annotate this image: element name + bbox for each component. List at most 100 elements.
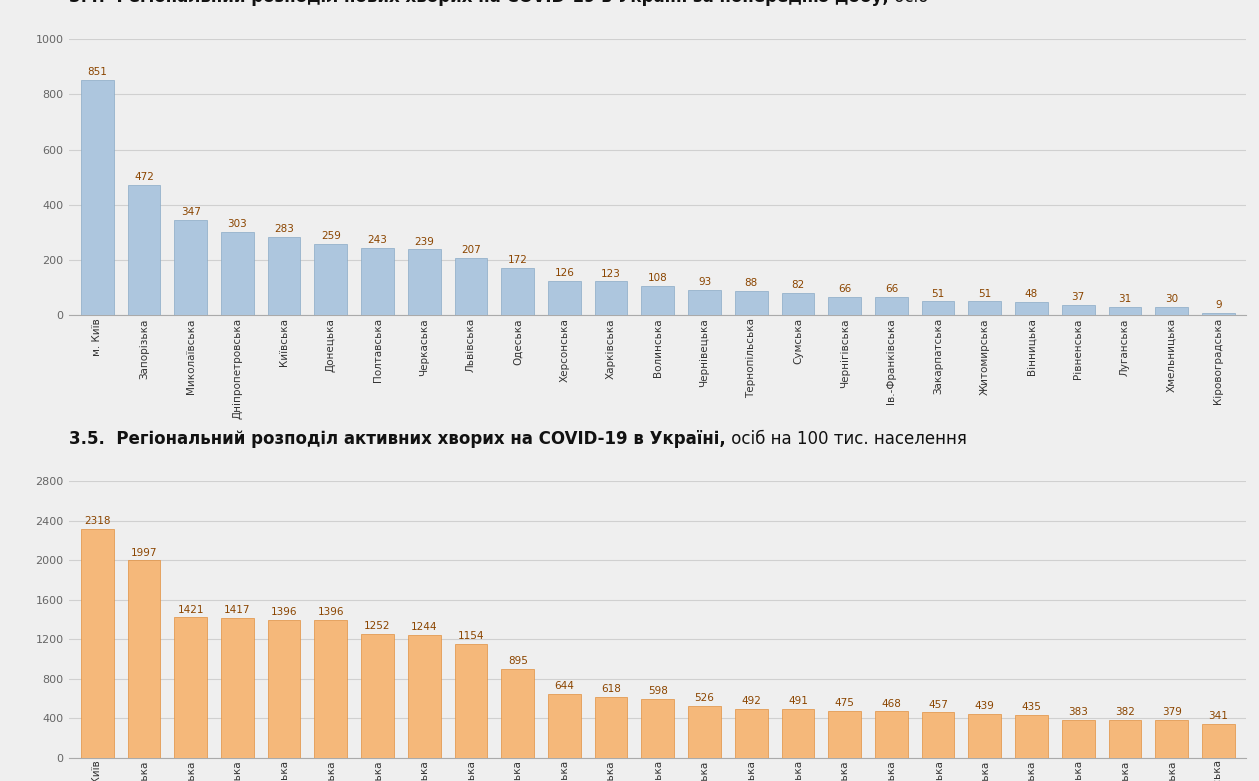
Text: 1421: 1421 (178, 604, 204, 615)
Text: 66: 66 (838, 284, 851, 294)
Bar (689, 706, 721, 758)
Text: 37: 37 (1071, 292, 1085, 302)
Text: 341: 341 (1209, 711, 1229, 721)
Text: 259: 259 (321, 231, 341, 241)
Bar (81, 529, 113, 758)
Text: 123: 123 (602, 269, 621, 279)
Text: 1417: 1417 (224, 605, 251, 615)
Bar (268, 620, 301, 758)
Text: 851: 851 (87, 67, 107, 77)
Text: 126: 126 (554, 268, 574, 278)
Bar (361, 248, 394, 316)
Bar (127, 561, 160, 758)
Text: осіб на 100 тис. населення: осіб на 100 тис. населення (726, 430, 967, 448)
Bar (689, 290, 721, 316)
Bar (782, 293, 815, 316)
Bar (828, 711, 861, 758)
Text: 1396: 1396 (271, 607, 297, 617)
Text: 1252: 1252 (364, 621, 390, 631)
Text: 347: 347 (181, 207, 200, 217)
Bar (361, 634, 394, 758)
Bar (1202, 724, 1235, 758)
Text: 3.4.  Регіональний розподіл нових хворих на COVID-19 в Україні за попередню добу: 3.4. Регіональний розподіл нових хворих … (69, 0, 889, 6)
Text: 93: 93 (697, 277, 711, 287)
Bar (594, 697, 627, 758)
Text: 472: 472 (133, 172, 154, 182)
Bar (1015, 715, 1047, 758)
Bar (968, 715, 1001, 758)
Bar (735, 291, 768, 316)
Text: 618: 618 (602, 684, 621, 694)
Bar (408, 635, 441, 758)
Text: 108: 108 (648, 273, 667, 283)
Bar (454, 259, 487, 316)
Text: 243: 243 (368, 236, 388, 245)
Bar (735, 709, 768, 758)
Bar (454, 644, 487, 758)
Text: 526: 526 (695, 693, 714, 703)
Bar (315, 244, 347, 316)
Text: 492: 492 (742, 696, 762, 706)
Bar (501, 268, 534, 316)
Text: 383: 383 (1069, 707, 1088, 717)
Text: 9: 9 (1215, 300, 1221, 310)
Text: 1154: 1154 (458, 631, 485, 641)
Bar (1015, 302, 1047, 316)
Bar (968, 301, 1001, 316)
Text: 239: 239 (414, 237, 434, 247)
Text: 439: 439 (974, 701, 995, 711)
Bar (315, 620, 347, 758)
Text: 2318: 2318 (84, 516, 111, 526)
Bar (642, 698, 674, 758)
Text: 379: 379 (1162, 708, 1182, 718)
Text: 457: 457 (928, 700, 948, 710)
Text: 382: 382 (1115, 707, 1134, 717)
Bar (174, 219, 206, 316)
Bar (1061, 305, 1094, 316)
Bar (1156, 307, 1188, 316)
Text: 3.5.  Регіональний розподіл активних хворих на COVID-19 в Україні,: 3.5. Регіональний розподіл активних хвор… (69, 430, 726, 448)
Text: 283: 283 (274, 224, 295, 234)
Bar (594, 281, 627, 316)
Bar (642, 286, 674, 316)
Text: 88: 88 (744, 278, 758, 288)
Bar (174, 617, 206, 758)
Text: 303: 303 (228, 219, 247, 229)
Bar (548, 280, 580, 316)
Text: 30: 30 (1165, 294, 1178, 305)
Text: 51: 51 (978, 288, 991, 298)
Bar (127, 185, 160, 316)
Text: 66: 66 (885, 284, 898, 294)
Text: 1396: 1396 (317, 607, 344, 617)
Text: 644: 644 (554, 681, 574, 691)
Bar (268, 237, 301, 316)
Text: осіб: осіб (889, 0, 928, 6)
Bar (408, 249, 441, 316)
Bar (782, 709, 815, 758)
Text: 207: 207 (461, 245, 481, 255)
Bar (222, 618, 254, 758)
Bar (548, 694, 580, 758)
Bar (875, 711, 908, 758)
Text: 435: 435 (1021, 702, 1041, 711)
Text: 82: 82 (792, 280, 805, 290)
Bar (1156, 720, 1188, 758)
Text: 1997: 1997 (131, 547, 157, 558)
Bar (875, 297, 908, 316)
Bar (222, 232, 254, 316)
Bar (81, 80, 113, 316)
Text: 475: 475 (835, 698, 855, 708)
Bar (1109, 307, 1142, 316)
Bar (501, 669, 534, 758)
Text: 598: 598 (648, 686, 667, 696)
Text: 895: 895 (507, 657, 528, 666)
Bar (922, 712, 954, 758)
Bar (1109, 720, 1142, 758)
Text: 48: 48 (1025, 290, 1039, 299)
Bar (1061, 720, 1094, 758)
Text: 468: 468 (881, 699, 901, 708)
Bar (922, 301, 954, 316)
Text: 31: 31 (1118, 294, 1132, 304)
Text: 491: 491 (788, 697, 808, 706)
Text: 1244: 1244 (410, 622, 438, 632)
